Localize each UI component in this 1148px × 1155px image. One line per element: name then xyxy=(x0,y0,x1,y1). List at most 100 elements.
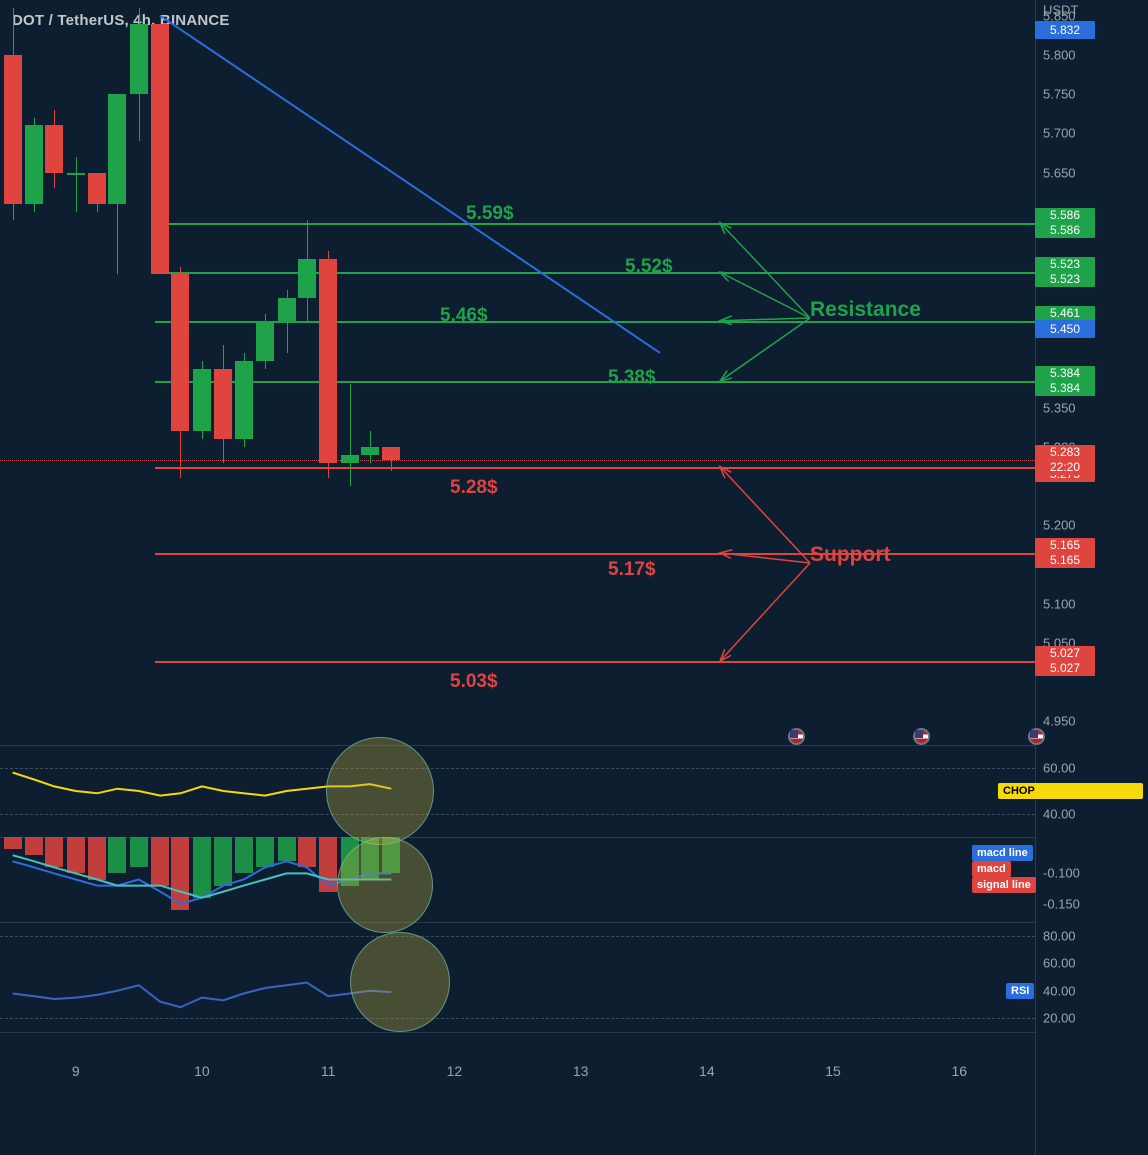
macd-hist-bar xyxy=(171,837,189,910)
candle-body[interactable] xyxy=(278,298,296,322)
price-tick: 5.200 xyxy=(1043,518,1076,533)
indicator-band-line xyxy=(0,814,1035,815)
red-level-line[interactable] xyxy=(155,467,1035,469)
candle-body[interactable] xyxy=(341,455,359,463)
indicator-band-line xyxy=(0,768,1035,769)
chop-tick: 40.00 xyxy=(1043,807,1076,822)
chop-tick: 60.00 xyxy=(1043,761,1076,776)
candle-body[interactable] xyxy=(108,94,126,204)
green-level-line[interactable] xyxy=(155,272,1035,274)
time-tick: 14 xyxy=(699,1063,715,1079)
candle-body[interactable] xyxy=(361,447,379,455)
price-level-badge: 5.3845.384 xyxy=(1035,366,1095,396)
candle-body[interactable] xyxy=(4,55,22,204)
price-tick: 5.700 xyxy=(1043,126,1076,141)
red-level-line[interactable] xyxy=(155,661,1035,663)
candle-body[interactable] xyxy=(319,259,337,463)
price-tick: 5.100 xyxy=(1043,596,1076,611)
indicator-band-line xyxy=(0,936,1035,937)
candle-body[interactable] xyxy=(130,24,148,95)
rsi-tag: RSI xyxy=(1006,983,1034,999)
chop-tag: CHOP xyxy=(998,783,1143,799)
macd-hist-bar xyxy=(67,837,85,873)
level-price-label: 5.46$ xyxy=(440,305,488,327)
chart-root: DOT / TetherUS, 4h, BINANCE 5.59$5.52$5.… xyxy=(0,0,1148,1155)
rsi-line xyxy=(0,922,1035,1032)
macd-hist-bar xyxy=(235,837,253,873)
price-level-badge: 5.0275.027 xyxy=(1035,646,1095,676)
rsi-tick: 80.00 xyxy=(1043,928,1076,943)
support-label: Support xyxy=(810,543,890,567)
time-tick: 15 xyxy=(825,1063,841,1079)
indicator-band-line xyxy=(0,1018,1035,1019)
highlight-circle xyxy=(337,837,433,933)
candle-body[interactable] xyxy=(256,322,274,361)
price-tick: 5.800 xyxy=(1043,47,1076,62)
current-price-badge: 5.28322:20 xyxy=(1035,445,1095,475)
chop-indicator-pane[interactable] xyxy=(0,745,1035,837)
price-tick: 5.650 xyxy=(1043,165,1076,180)
price-tick: 5.750 xyxy=(1043,87,1076,102)
macd-tick: -0.150 xyxy=(1043,896,1080,911)
macd-hist-bar xyxy=(278,837,296,861)
green-level-line[interactable] xyxy=(155,381,1035,383)
macd-tag: macd line xyxy=(972,845,1033,861)
candle-wick xyxy=(76,157,77,212)
red-level-line[interactable] xyxy=(155,553,1035,555)
time-tick: 11 xyxy=(321,1063,336,1079)
time-tick: 13 xyxy=(573,1063,589,1079)
main-price-pane[interactable]: 5.59$5.52$5.46$5.38$Resistance5.28$5.17$… xyxy=(0,0,1035,745)
candle-body[interactable] xyxy=(45,125,63,172)
downtrend-line xyxy=(160,16,660,353)
price-level-badge: 5.1655.165 xyxy=(1035,538,1095,568)
macd-indicator-pane[interactable] xyxy=(0,837,1035,922)
time-tick: 10 xyxy=(194,1063,210,1079)
highlight-circle xyxy=(326,737,434,845)
candle-wick xyxy=(350,384,351,486)
current-price-line xyxy=(0,460,1035,461)
candle-body[interactable] xyxy=(171,274,189,431)
live-price-badge: 5.450 xyxy=(1035,320,1095,338)
price-tick: 5.350 xyxy=(1043,400,1076,415)
resistance-label: Resistance xyxy=(810,298,921,322)
level-price-label: 5.03$ xyxy=(450,671,498,693)
level-price-label: 5.59$ xyxy=(466,203,514,225)
price-level-badge: 5.5865.586 xyxy=(1035,208,1095,238)
event-flag-icon[interactable] xyxy=(1028,728,1045,745)
macd-hist-bar xyxy=(88,837,106,880)
rsi-indicator-pane[interactable] xyxy=(0,922,1035,1032)
time-tick: 9 xyxy=(72,1063,80,1079)
rsi-tick: 60.00 xyxy=(1043,956,1076,971)
pane-separator xyxy=(0,1032,1035,1033)
candle-body[interactable] xyxy=(214,369,232,440)
candle-body[interactable] xyxy=(151,24,169,275)
rsi-tick: 20.00 xyxy=(1043,1011,1076,1026)
macd-hist-bar xyxy=(319,837,337,892)
time-axis[interactable] xyxy=(0,1055,1035,1095)
candle-body[interactable] xyxy=(25,125,43,203)
rsi-tick: 40.00 xyxy=(1043,983,1076,998)
macd-hist-bar xyxy=(45,837,63,867)
green-level-line[interactable] xyxy=(155,223,1035,225)
macd-tag: macd xyxy=(972,861,1011,877)
candle-body[interactable] xyxy=(235,361,253,439)
event-flag-icon[interactable] xyxy=(788,728,805,745)
event-flag-icon[interactable] xyxy=(913,728,930,745)
candle-body[interactable] xyxy=(298,259,316,298)
candle-body[interactable] xyxy=(88,173,106,204)
highlight-circle xyxy=(350,932,450,1032)
candle-body[interactable] xyxy=(193,369,211,432)
macd-hist-bar xyxy=(256,837,274,867)
level-price-label: 5.17$ xyxy=(608,559,656,581)
macd-hist-bar xyxy=(108,837,126,873)
time-tick: 12 xyxy=(447,1063,463,1079)
macd-hist-bar xyxy=(298,837,316,867)
level-price-label: 5.28$ xyxy=(450,477,498,499)
level-price-label: 5.38$ xyxy=(608,367,656,389)
macd-hist-bar xyxy=(4,837,22,849)
macd-hist-bar xyxy=(193,837,211,898)
candle-body[interactable] xyxy=(382,447,400,460)
chop-line xyxy=(0,745,1035,837)
macd-hist-bar xyxy=(151,837,169,886)
candle-body[interactable] xyxy=(67,173,85,175)
